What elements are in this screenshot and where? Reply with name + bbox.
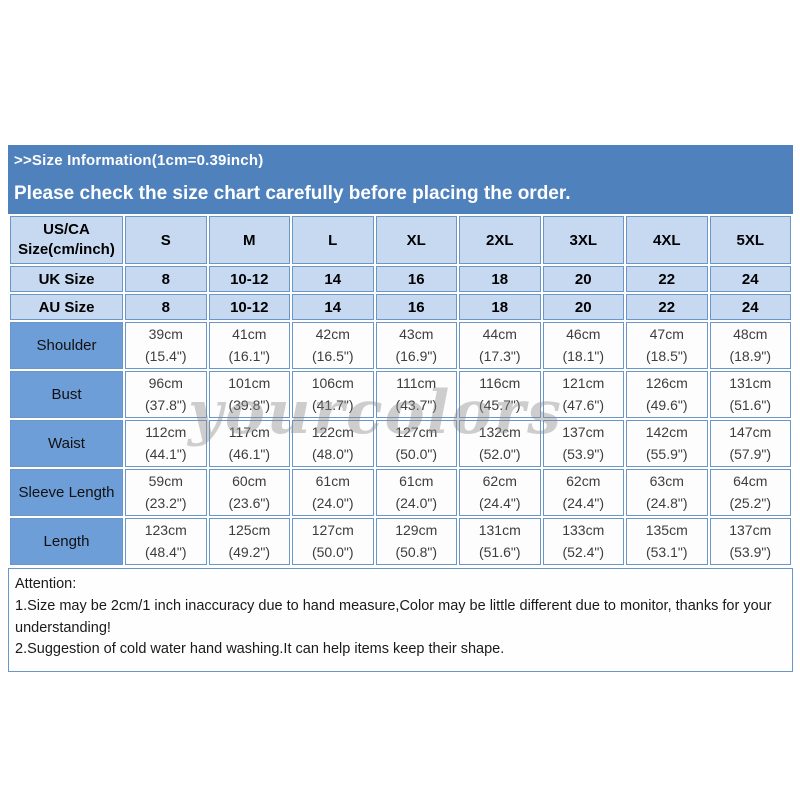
attention-item-1: 1.Size may be 2cm/1 inch inaccuracy due … (15, 597, 772, 636)
length-value: 133cm (52.4") (542, 518, 624, 565)
uk-size-value: 18 (459, 266, 541, 292)
shoulder-value: 47cm (18.5") (626, 322, 708, 369)
au-size-value: 16 (375, 294, 457, 320)
au-size-value: 14 (292, 294, 374, 320)
size-information-panel: >>Size Information(1cm=0.39inch) Please … (8, 145, 793, 672)
waist-value: 112cm (44.1") (125, 420, 207, 467)
uk-size-value: 10-12 (208, 266, 290, 292)
sleeve-length-value: 61cm (24.0") (292, 469, 374, 516)
sleeve-length-value: 63cm (24.8") (626, 469, 708, 516)
au-size-value: 24 (709, 294, 791, 320)
bust-value: 116cm (45.7") (459, 371, 541, 418)
waist-value: 142cm (55.9") (626, 420, 708, 467)
waist-value: 127cm (50.0") (375, 420, 457, 467)
column-header-xl: XL (375, 216, 457, 264)
uk-size-value: 8 (125, 266, 207, 292)
length-row: Length 123cm (48.4") 125cm (49.2") 127cm (5… (10, 518, 791, 565)
row-label-length: Length (10, 518, 123, 565)
waist-value: 117cm (46.1") (208, 420, 290, 467)
shoulder-value: 39cm (15.4") (125, 322, 207, 369)
length-value: 123cm (48.4") (125, 518, 207, 565)
waist-value: 147cm (57.9") (709, 420, 791, 467)
waist-value: 132cm (52.0") (459, 420, 541, 467)
waist-row: Waist 112cm (44.1") 117cm (46.1") 122cm (48… (10, 420, 791, 467)
bust-value: 111cm (43.7") (375, 371, 457, 418)
bust-value: 101cm (39.8") (208, 371, 290, 418)
sleeve-length-value: 61cm (24.0") (375, 469, 457, 516)
table-header-row: US/CA Size(cm/inch) S M L XL 2XL 3XL 4XL… (10, 216, 791, 264)
column-header-m: M (208, 216, 290, 264)
au-size-value: 22 (626, 294, 708, 320)
length-value: 127cm (50.0") (292, 518, 374, 565)
column-header-4xl: 4XL (626, 216, 708, 264)
row-label-waist: Waist (10, 420, 123, 467)
au-size-value: 8 (125, 294, 207, 320)
attention-item-2: 2.Suggestion of cold water hand washing.… (15, 641, 505, 658)
attention-title: Attention: (15, 576, 77, 592)
sleeve-length-row: Sleeve Length 59cm (23.2") 60cm (23.6") 61… (10, 469, 791, 516)
row-label-sleeve-length: Sleeve Length (10, 469, 123, 516)
shoulder-value: 44cm (17.3") (459, 322, 541, 369)
bust-value: 106cm (41.7") (292, 371, 374, 418)
size-chart-table: US/CA Size(cm/inch) S M L XL 2XL 3XL 4XL… (8, 214, 793, 567)
size-chart-notice: Please check the size chart carefully be… (8, 175, 793, 214)
bust-value: 96cm (37.8") (125, 371, 207, 418)
sleeve-length-value: 60cm (23.6") (208, 469, 290, 516)
au-size-value: 20 (542, 294, 624, 320)
shoulder-value: 46cm (18.1") (542, 322, 624, 369)
corner-header-line2: Size(cm/inch) (18, 241, 115, 258)
column-header-l: L (292, 216, 374, 264)
row-label-uk-size: UK Size (10, 266, 123, 292)
uk-size-value: 16 (375, 266, 457, 292)
shoulder-row: Shoulder 39cm (15.4") 41cm (16.1") 42cm (16… (10, 322, 791, 369)
row-label-shoulder: Shoulder (10, 322, 123, 369)
bust-value: 121cm (47.6") (542, 371, 624, 418)
sleeve-length-value: 62cm (24.4") (459, 469, 541, 516)
length-value: 125cm (49.2") (208, 518, 290, 565)
au-size-value: 10-12 (208, 294, 290, 320)
shoulder-value: 43cm (16.9") (375, 322, 457, 369)
waist-value: 122cm (48.0") (292, 420, 374, 467)
au-size-value: 18 (459, 294, 541, 320)
length-value: 135cm (53.1") (626, 518, 708, 565)
corner-header-line1: US/CA (43, 220, 90, 238)
waist-value: 137cm (53.9") (542, 420, 624, 467)
column-header-5xl: 5XL (709, 216, 791, 264)
length-value: 137cm (53.9") (709, 518, 791, 565)
column-header-3xl: 3XL (542, 216, 624, 264)
corner-header-cell: US/CA Size(cm/inch) (10, 216, 123, 264)
size-information-title: >>Size Information(1cm=0.39inch) (8, 145, 793, 175)
bust-row: Bust 96cm (37.8") 101cm (39.8") 106cm (41.7… (10, 371, 791, 418)
shoulder-value: 42cm (16.5") (292, 322, 374, 369)
column-header-2xl: 2XL (459, 216, 541, 264)
uk-size-value: 14 (292, 266, 374, 292)
attention-note: Attention: 1.Size may be 2cm/1 inch inac… (8, 568, 793, 672)
uk-size-value: 22 (626, 266, 708, 292)
uk-size-value: 20 (542, 266, 624, 292)
shoulder-value: 41cm (16.1") (208, 322, 290, 369)
shoulder-value: 48cm (18.9") (709, 322, 791, 369)
sleeve-length-value: 59cm (23.2") (125, 469, 207, 516)
au-size-row: AU Size 8 10-12 14 16 18 20 22 24 (10, 294, 791, 320)
sleeve-length-value: 62cm (24.4") (542, 469, 624, 516)
bust-value: 126cm (49.6") (626, 371, 708, 418)
row-label-bust: Bust (10, 371, 123, 418)
length-value: 129cm (50.8") (375, 518, 457, 565)
column-header-s: S (125, 216, 207, 264)
bust-value: 131cm (51.6") (709, 371, 791, 418)
row-label-au-size: AU Size (10, 294, 123, 320)
length-value: 131cm (51.6") (459, 518, 541, 565)
uk-size-row: UK Size 8 10-12 14 16 18 20 22 24 (10, 266, 791, 292)
sleeve-length-value: 64cm (25.2") (709, 469, 791, 516)
uk-size-value: 24 (709, 266, 791, 292)
